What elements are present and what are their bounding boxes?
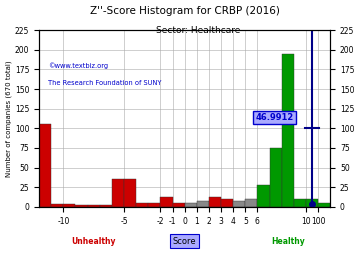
Bar: [282, 54, 294, 207]
Bar: [63, 204, 76, 207]
Text: Score: Score: [173, 237, 197, 246]
Bar: [148, 203, 160, 207]
Bar: [76, 205, 87, 207]
Bar: [185, 203, 197, 207]
Bar: [160, 197, 172, 207]
Bar: [112, 179, 124, 207]
Text: ©www.textbiz.org: ©www.textbiz.org: [48, 62, 108, 69]
Text: Unhealthy: Unhealthy: [71, 237, 116, 246]
Text: The Research Foundation of SUNY: The Research Foundation of SUNY: [48, 80, 161, 86]
Y-axis label: Number of companies (670 total): Number of companies (670 total): [5, 60, 12, 177]
Text: Sector: Healthcare: Sector: Healthcare: [156, 26, 240, 35]
Bar: [100, 205, 112, 207]
Bar: [197, 201, 209, 207]
Bar: [245, 199, 257, 207]
Bar: [318, 203, 330, 207]
Bar: [124, 179, 136, 207]
Bar: [221, 199, 233, 207]
Bar: [172, 203, 185, 207]
Bar: [209, 197, 221, 207]
Bar: [306, 199, 318, 207]
Bar: [51, 204, 63, 207]
Bar: [39, 124, 51, 207]
Text: Healthy: Healthy: [271, 237, 305, 246]
Title: Z''-Score Histogram for CRBP (2016): Z''-Score Histogram for CRBP (2016): [90, 6, 280, 16]
Text: 46.9912: 46.9912: [256, 113, 294, 122]
Bar: [270, 148, 282, 207]
Bar: [294, 199, 306, 207]
Bar: [233, 201, 245, 207]
Bar: [87, 205, 100, 207]
Bar: [257, 185, 270, 207]
Bar: [136, 203, 148, 207]
